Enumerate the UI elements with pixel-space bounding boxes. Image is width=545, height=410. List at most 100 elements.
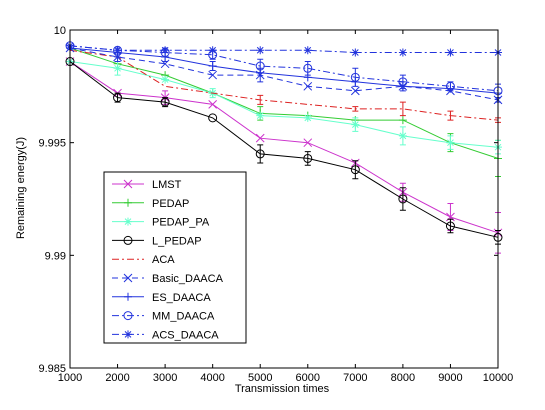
data-point [446, 138, 455, 147]
axes: 1000 2000 3000 4000 5000 6000 7000 8000 9000 1000… [38, 25, 513, 384]
series-line [69, 45, 499, 92]
x-tick-label: 6000 [296, 372, 320, 384]
data-point [351, 48, 360, 57]
data-point [113, 93, 123, 103]
data-point [303, 153, 313, 163]
data-point [113, 64, 122, 73]
data-point [398, 48, 407, 57]
data-point [160, 97, 170, 107]
series-line [69, 61, 499, 238]
legend-marker [123, 273, 133, 283]
legend: LMST PEDAP PEDAP_PA L_PEDAP ACA Basic_DAACA ES… [103, 171, 247, 344]
x-tick-label: 4000 [200, 372, 224, 384]
data-point [113, 46, 122, 55]
data-point [208, 46, 217, 55]
legend-marker [124, 330, 132, 339]
error-bar [352, 160, 359, 180]
error-bar [399, 101, 406, 117]
plot-area [65, 41, 503, 254]
legend-entry: MM_DAACA [112, 311, 215, 323]
error-bar [257, 144, 264, 164]
plot-frame [69, 29, 499, 369]
data-point [255, 61, 265, 71]
y-tick-label: 9.985 [38, 363, 66, 375]
series-line [69, 45, 498, 53]
y-axis-label: Remaining energy(J) [15, 137, 27, 239]
error-bar [162, 97, 169, 108]
x-tick-label: 2000 [105, 372, 129, 384]
data-point [303, 46, 312, 55]
data-point [398, 116, 407, 125]
x-tick-label: 8000 [391, 372, 415, 384]
data-point [398, 194, 408, 204]
x-tick-label: 5000 [248, 372, 272, 384]
y-tick-label: 10 [54, 25, 66, 37]
data-point [161, 46, 170, 55]
legend-entry: LMST [112, 179, 182, 191]
error-bar [304, 151, 311, 166]
error-bar [447, 110, 454, 121]
x-tick-label: 3000 [153, 372, 177, 384]
data-point [303, 81, 313, 91]
data-point [303, 113, 312, 122]
error-bar [447, 218, 454, 234]
data-point [350, 86, 360, 96]
series-line [69, 49, 499, 121]
x-tick-label: 1000 [58, 372, 82, 384]
series-l-pedap [65, 57, 503, 245]
y-tick-label: 9.99 [45, 250, 66, 262]
legend-label: PEDAP_PA [152, 217, 210, 229]
data-point [398, 131, 407, 140]
legend-label: MM_DAACA [152, 311, 215, 323]
legend-marker [123, 311, 133, 321]
x-tick-label: 7000 [343, 372, 367, 384]
legend-label: LMST [152, 179, 182, 191]
data-point [208, 113, 218, 123]
data-point [256, 111, 265, 120]
error-bar [352, 106, 359, 112]
legend-marker [123, 179, 133, 189]
legend-entry: PEDAP [112, 198, 189, 210]
legend-entry: ACS_DAACA [112, 329, 219, 341]
error-bar [447, 81, 454, 92]
series-line [69, 47, 499, 94]
error-bar [304, 61, 311, 76]
x-tick-label: 10000 [483, 372, 514, 384]
data-point [255, 149, 265, 159]
legend-marker [123, 235, 133, 245]
x-tick-label: 9000 [438, 372, 462, 384]
series-line [69, 61, 499, 234]
series-line [69, 47, 499, 101]
legend-label: Basic_DAACA [152, 273, 224, 285]
legend-entry: Basic_DAACA [112, 273, 224, 285]
series-pedap-pa [66, 57, 502, 155]
legend-label: PEDAP [152, 198, 189, 210]
data-point [161, 75, 170, 84]
legend-entry: ACA [112, 254, 175, 266]
data-point [350, 165, 360, 175]
series-aca [69, 49, 501, 123]
series-line [69, 47, 499, 159]
legend-label: ES_DAACA [152, 292, 211, 304]
error-bar [257, 94, 264, 105]
data-point [255, 133, 265, 143]
series-line [69, 61, 499, 148]
legend-label: ACS_DAACA [152, 329, 219, 341]
error-bar [399, 187, 406, 211]
legend-marker [124, 292, 132, 301]
legend-label: ACA [152, 254, 175, 266]
legend-label: L_PEDAP [152, 235, 202, 247]
data-point [303, 138, 313, 148]
data-point [208, 70, 218, 80]
error-bar [352, 67, 359, 87]
data-point [398, 77, 408, 87]
error-bar [257, 58, 264, 74]
data-point [208, 62, 217, 71]
data-point [256, 46, 265, 55]
series-acs-daaca [66, 41, 502, 57]
x-axis-label: Transmission times [235, 383, 330, 395]
data-point [351, 120, 360, 129]
data-point [445, 221, 455, 231]
legend-marker [124, 198, 132, 207]
